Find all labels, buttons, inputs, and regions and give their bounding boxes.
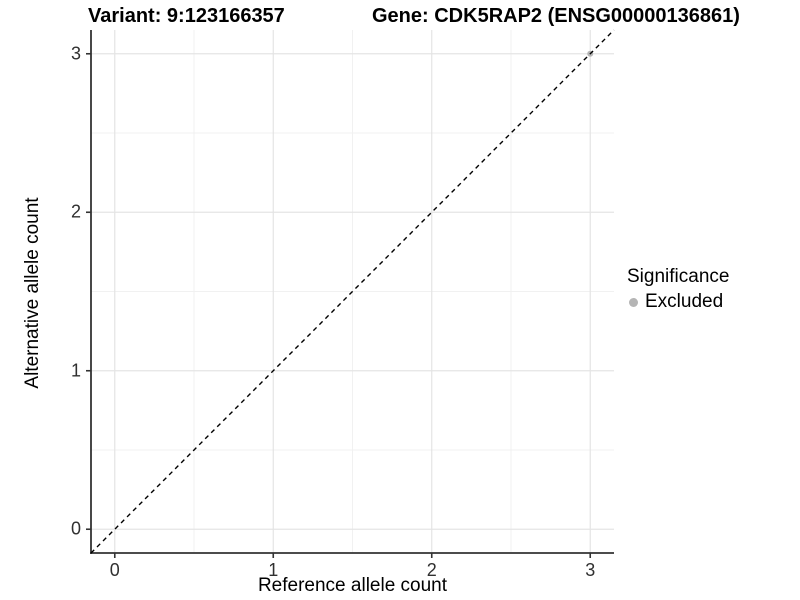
x-tick-label: 3 bbox=[585, 560, 596, 580]
plot-title-variant: Variant: 9:123166357 bbox=[88, 5, 285, 27]
legend-title: Significance bbox=[627, 266, 730, 287]
y-tick-label: 3 bbox=[70, 43, 81, 64]
y-tick-label: 0 bbox=[70, 518, 81, 539]
y-tick-label: 2 bbox=[70, 201, 81, 222]
x-axis-title: Reference allele count bbox=[257, 575, 448, 596]
legend-item-excluded: Excluded bbox=[627, 291, 729, 313]
legend-key-dot-icon bbox=[629, 297, 638, 307]
y-axis-title: Alternative allele count bbox=[22, 196, 43, 389]
legend-item-label: Excluded bbox=[645, 291, 724, 312]
legend-items: Excluded bbox=[627, 291, 729, 313]
plot-title-gene: Gene: CDK5RAP2 (ENSG00000136861) bbox=[372, 5, 740, 27]
legend: Significance Excluded bbox=[627, 266, 729, 313]
x-tick-label: 0 bbox=[109, 560, 120, 580]
x-tick-label: 1 bbox=[268, 560, 279, 580]
identity-reference-line bbox=[90, 29, 615, 554]
x-tick-label: 2 bbox=[426, 560, 437, 580]
y-tick-label: 1 bbox=[70, 360, 81, 381]
